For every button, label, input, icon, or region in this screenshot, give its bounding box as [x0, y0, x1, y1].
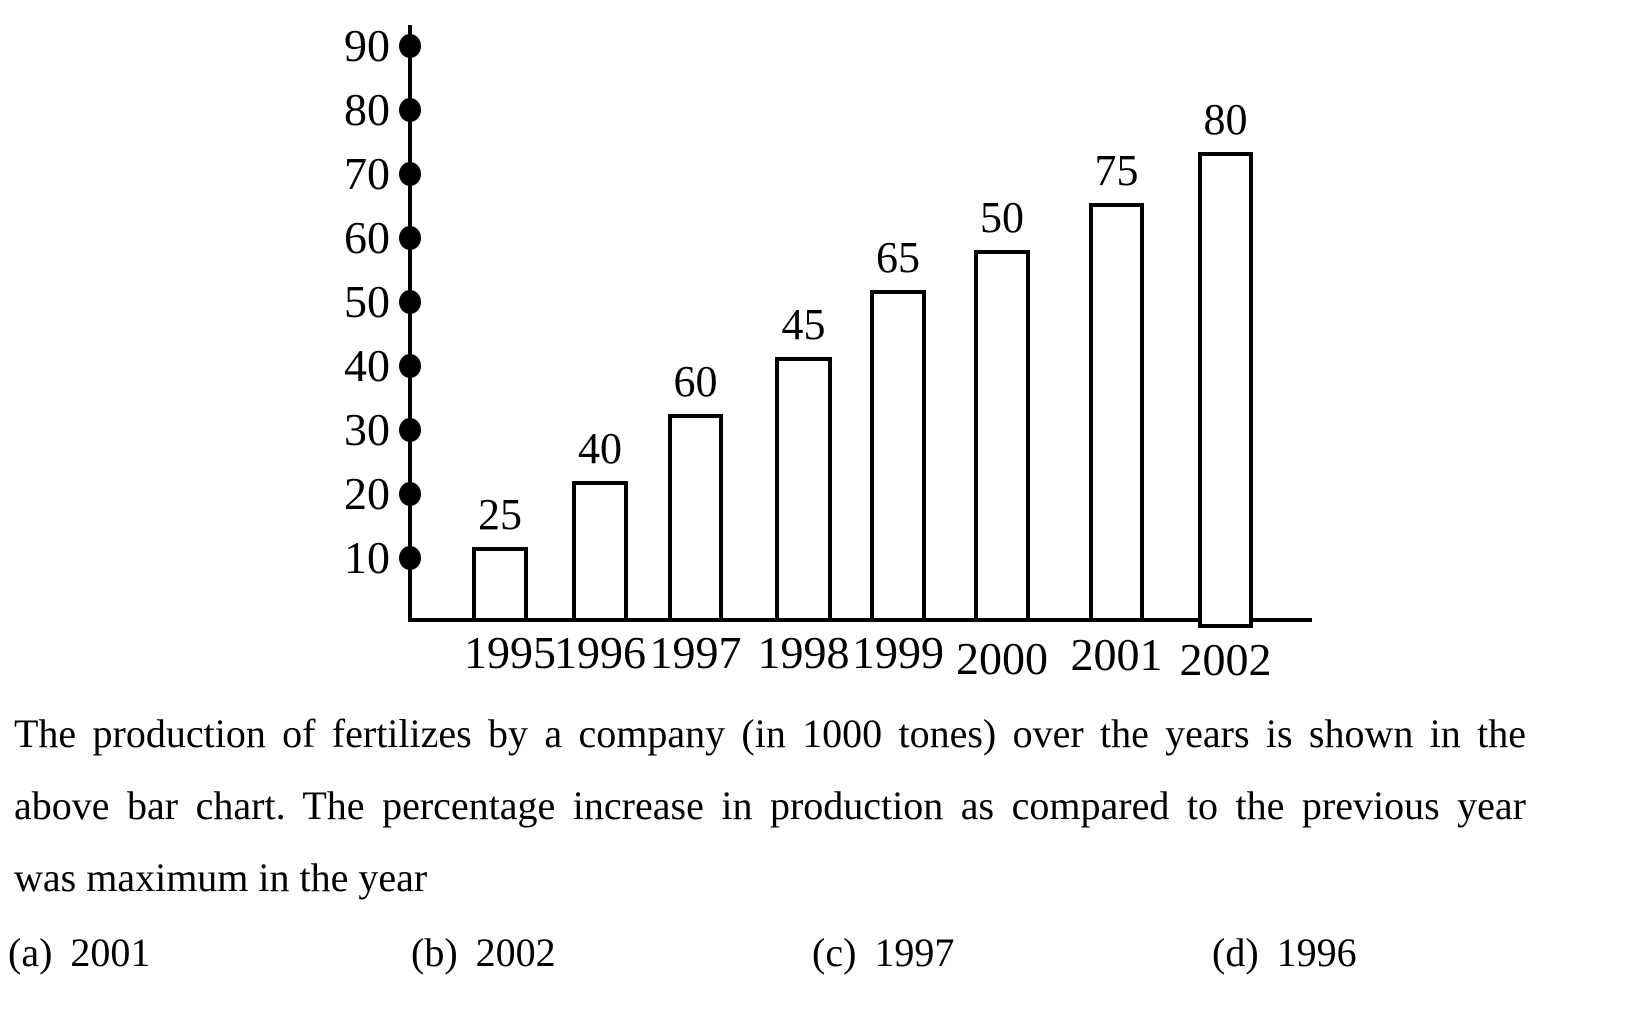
option-year: 1996 — [1276, 930, 1357, 975]
y-axis-tick-label: 10 — [344, 532, 390, 583]
bar-chart: 90 80 70 60 50 40 30 20 10 25 40 60 45 65 50 75 80 1995… — [344, 20, 1312, 685]
x-axis-year-label: 2001 — [1070, 629, 1163, 680]
x-axis-year-label: 2000 — [956, 633, 1048, 684]
x-axis-year-label: 1995 — [464, 627, 556, 678]
option-key: (c) — [812, 930, 857, 975]
y-axis-tick-dot — [399, 226, 421, 250]
bar-value-label: 65 — [876, 233, 920, 282]
option-key: (d) — [1212, 930, 1259, 975]
bar-2000 — [974, 250, 1030, 622]
bar-1999 — [870, 290, 926, 622]
bar-value-label: 25 — [478, 490, 522, 539]
bar-2001 — [1089, 203, 1144, 622]
option-year: 1997 — [874, 930, 955, 975]
y-axis-tick-dot — [399, 162, 421, 186]
question-line: above bar chart. The percentage increase… — [14, 783, 1526, 828]
bar-1997 — [668, 414, 723, 622]
y-axis-tick-label: 60 — [344, 212, 390, 263]
x-axis-year-label: 2002 — [1179, 634, 1272, 685]
bar-value-label: 40 — [578, 424, 622, 473]
x-axis-year-label: 1997 — [649, 627, 742, 678]
y-axis-tick-dot — [399, 98, 421, 122]
y-axis-tick-label: 40 — [344, 340, 390, 391]
x-axis-year-label: 1998 — [757, 627, 850, 678]
y-axis-tick-label: 90 — [344, 20, 390, 71]
y-axis-tick-dot — [399, 354, 421, 378]
bar-2002 — [1198, 152, 1253, 628]
y-axis-tick-dot — [399, 290, 421, 314]
option-year: 2002 — [475, 930, 556, 975]
option-item-c: (c) 1997 — [812, 930, 954, 976]
y-axis-tick-label: 50 — [344, 276, 390, 327]
x-axis-year-label: 1999 — [852, 627, 944, 678]
option-key: (a) — [8, 930, 53, 975]
option-item-d: (d) 1996 — [1212, 930, 1357, 976]
bar-1998 — [775, 357, 832, 622]
bar-1995 — [472, 547, 528, 622]
y-axis-tick-dot — [399, 482, 421, 506]
option-key: (b) — [411, 930, 458, 975]
option-item-b: (b) 2002 — [411, 930, 556, 976]
y-axis-tick-label: 70 — [344, 148, 390, 199]
x-axis-line — [408, 618, 1312, 622]
y-axis-tick-dot — [399, 418, 421, 442]
x-axis-year-label: 1996 — [554, 627, 646, 678]
y-axis-tick-dot — [399, 34, 421, 58]
y-axis-tick-dot — [399, 546, 421, 570]
bar-1996 — [572, 481, 628, 622]
option-year: 2001 — [70, 930, 151, 975]
question-line: The production of fertilizes by a compan… — [14, 711, 1526, 756]
question-line: was maximum in the year — [14, 855, 428, 900]
bar-value-label: 60 — [673, 357, 718, 406]
bar-value-label: 50 — [980, 193, 1024, 242]
option-item-a: (a) 2001 — [8, 930, 150, 976]
bar-value-label: 45 — [781, 300, 826, 349]
bar-value-label: 75 — [1094, 146, 1139, 195]
y-axis-tick-label: 80 — [344, 84, 390, 135]
y-axis-line — [408, 25, 412, 622]
bar-value-label: 80 — [1203, 95, 1248, 144]
y-axis-tick-label: 20 — [344, 468, 390, 519]
y-axis-tick-label: 30 — [344, 404, 390, 455]
